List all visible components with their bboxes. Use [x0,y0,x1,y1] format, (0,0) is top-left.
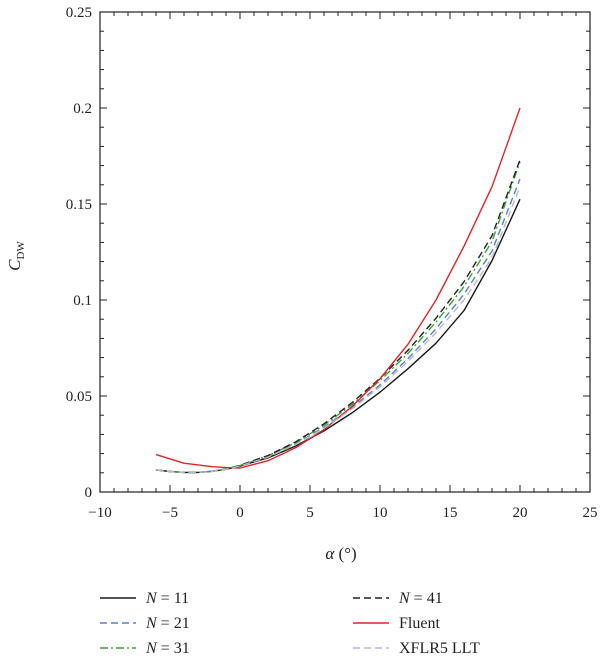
legend-label-value: = 11 [157,590,189,607]
series-layer [155,107,521,474]
x-tick-label: 0 [236,505,244,521]
legend-label: XFLR5 LLT [399,640,480,657]
x-tick-label: 25 [583,505,598,521]
x-tick-label: −10 [88,505,111,521]
legend-label-var: N [145,615,158,632]
legend-label-value: = 31 [157,640,190,657]
series-line [155,186,521,474]
y-axis-title: CDW [5,241,27,271]
x-axis-title: α (°) [325,544,356,563]
series-line [155,178,521,474]
y-axis-symbol: C [5,259,24,271]
axis-ticks [99,11,591,493]
y-axis-subscript: DW [15,241,27,260]
x-axis-symbol: α [325,544,335,563]
x-tick-label: 5 [306,505,314,521]
x-tick-label: 10 [373,505,388,521]
legend-label: N = 41 [398,590,443,607]
legend-label-var: N [145,590,158,607]
legend-label-value: = 41 [410,590,443,607]
series-line [155,198,521,474]
y-tick-label: 0.15 [66,197,92,213]
legend-label-var: N [145,640,158,657]
y-tick-label: 0.25 [66,5,92,21]
legend-label: N = 31 [145,640,190,657]
y-tick-label: 0 [85,485,93,501]
y-tick-label: 0.2 [73,101,92,117]
legend-label-value: Fluent [399,615,440,632]
tick-labels: −10 −5 0 5 10 15 20 25 0 0.05 0.1 0.15 0.2 0.25 [66,5,598,521]
legend-label: N = 21 [145,615,190,632]
series-line [155,159,521,474]
legend-label: Fluent [399,615,440,632]
legend-label-value: XFLR5 LLT [399,640,480,657]
plot-frame [99,11,591,493]
x-tick-label: 15 [443,505,458,521]
legend-label-value: = 21 [157,615,190,632]
y-tick-label: 0.05 [66,389,92,405]
series-line [155,161,521,474]
x-axis-unit: (°) [334,544,356,563]
y-tick-label: 0.1 [73,293,92,309]
legend-label: N = 11 [145,590,189,607]
x-tick-label: −5 [162,505,178,521]
plot-area [99,11,591,493]
legend-label-var: N [398,590,411,607]
x-tick-label: 20 [513,505,528,521]
series-line [155,107,521,469]
